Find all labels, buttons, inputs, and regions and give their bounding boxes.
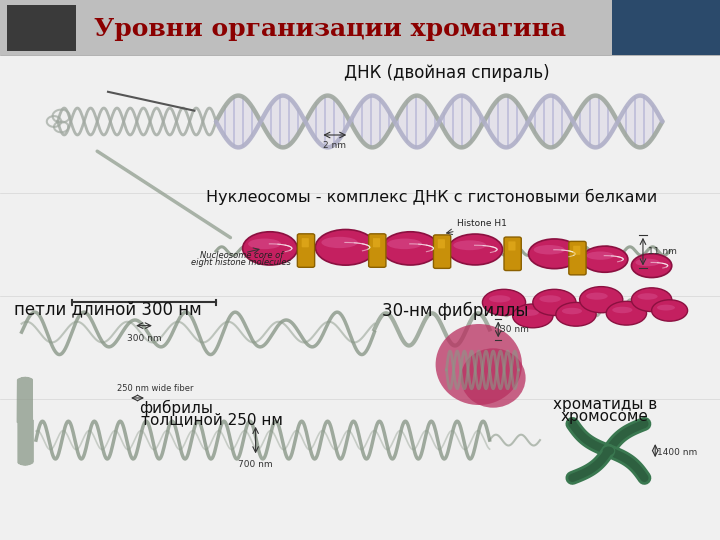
Ellipse shape [539,295,561,302]
Ellipse shape [321,237,358,248]
Ellipse shape [586,293,608,300]
Text: 250 nm wide fiber: 250 nm wide fiber [117,384,193,393]
Circle shape [603,447,614,455]
Text: Нуклеосомы - комплекс ДНК с гистоновыми белками: Нуклеосомы - комплекс ДНК с гистоновыми … [207,189,657,205]
Ellipse shape [606,301,647,325]
Ellipse shape [528,239,580,269]
FancyBboxPatch shape [438,239,445,248]
Text: ДНК (двойная спираль): ДНК (двойная спираль) [343,64,549,82]
Text: Уровни организации хроматина: Уровни организации хроматина [94,17,566,41]
Ellipse shape [382,232,439,265]
Ellipse shape [513,304,553,328]
Ellipse shape [461,348,526,408]
Text: 2 nm: 2 nm [323,141,346,151]
Text: 700 nm: 700 nm [238,460,273,469]
FancyBboxPatch shape [369,234,386,267]
FancyBboxPatch shape [7,5,76,51]
Ellipse shape [580,287,623,313]
Text: 30 nm: 30 nm [500,325,529,334]
Ellipse shape [454,240,486,250]
Ellipse shape [586,252,614,260]
Text: толщиной 250 нм: толщиной 250 нм [141,413,284,428]
Ellipse shape [631,288,672,312]
FancyBboxPatch shape [433,235,451,268]
Bar [0,0,720,55]
Text: фибрилы: фибрилы [140,400,213,416]
Ellipse shape [612,307,632,313]
Text: 30-нм фибриллы: 30-нм фибриллы [382,301,528,320]
Ellipse shape [582,246,628,272]
Ellipse shape [533,289,576,315]
Text: eight histone molecules: eight histone molecules [192,258,291,267]
Ellipse shape [248,239,281,249]
Ellipse shape [482,289,526,315]
Ellipse shape [652,300,688,321]
Ellipse shape [315,230,376,265]
Ellipse shape [631,254,672,278]
Ellipse shape [562,308,582,314]
Text: петли длиной 300 нм: петли длиной 300 нм [14,301,202,320]
Text: хромосоме: хромосоме [561,409,649,424]
Ellipse shape [387,239,422,249]
Ellipse shape [657,305,675,310]
Text: Histone H1: Histone H1 [457,219,507,228]
Bar [612,0,720,55]
FancyBboxPatch shape [508,241,516,251]
FancyBboxPatch shape [302,238,309,247]
FancyBboxPatch shape [373,238,380,247]
Text: Nucleosome core of: Nucleosome core of [199,251,283,260]
Text: 11 nm: 11 nm [648,247,677,256]
Ellipse shape [534,245,564,254]
FancyBboxPatch shape [569,241,586,275]
Text: 1400 nm: 1400 nm [657,448,697,457]
Ellipse shape [636,259,660,266]
FancyBboxPatch shape [573,246,580,255]
Ellipse shape [448,234,503,265]
FancyBboxPatch shape [297,234,315,267]
Ellipse shape [637,293,657,300]
Ellipse shape [556,302,596,326]
Ellipse shape [489,295,510,302]
Ellipse shape [518,309,539,316]
Ellipse shape [436,324,522,405]
FancyBboxPatch shape [504,237,521,271]
Ellipse shape [243,232,297,265]
Text: 300 nm: 300 nm [127,334,161,343]
Text: хроматиды в: хроматиды в [553,397,657,413]
